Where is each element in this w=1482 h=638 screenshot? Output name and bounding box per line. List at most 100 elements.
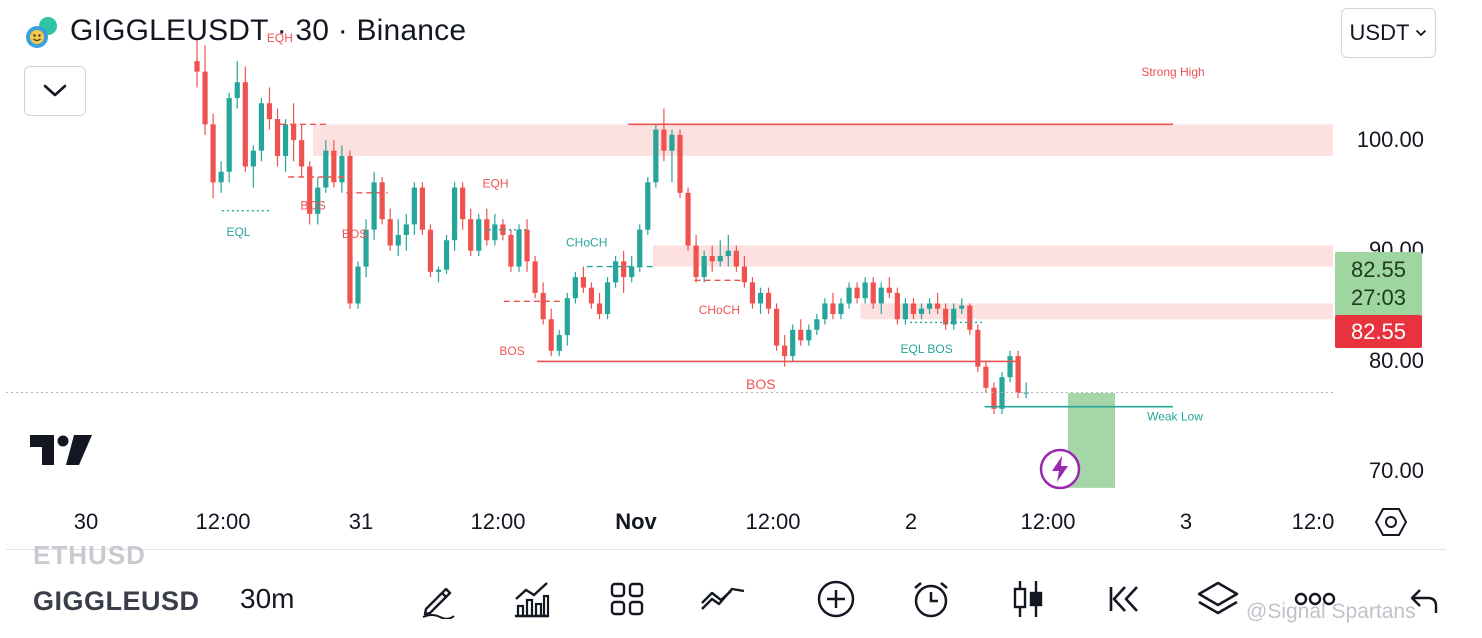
price-chart[interactable]: EQH EQL BOS BOS EQH BOS CHoCH CHoCH EQL BOS BOS St… <box>0 0 1482 550</box>
structure-label: Strong High <box>1141 65 1204 79</box>
back-button[interactable] <box>1400 575 1448 623</box>
candle-body <box>757 292 764 304</box>
candle-body <box>218 171 224 183</box>
candle <box>460 182 466 230</box>
collapse-toggle-button[interactable] <box>24 66 86 116</box>
more-button[interactable] <box>1291 575 1339 623</box>
candle <box>870 277 876 309</box>
candle <box>959 298 965 314</box>
candle <box>403 213 409 251</box>
candle-body <box>806 329 812 341</box>
candle <box>347 150 353 309</box>
candle-body <box>540 292 546 320</box>
layout-button[interactable] <box>603 575 651 623</box>
alert-button[interactable] <box>907 575 955 623</box>
chart-type-button[interactable] <box>1004 575 1052 623</box>
candle <box>926 298 933 314</box>
chevron-down-icon <box>43 84 67 97</box>
layers-button[interactable] <box>1194 575 1242 623</box>
add-icon <box>817 580 855 618</box>
candle-body <box>838 303 844 314</box>
candle-body <box>886 287 892 293</box>
candle-body <box>234 82 240 98</box>
currency-label: USDT <box>1349 20 1410 45</box>
candle-body <box>500 224 506 235</box>
candle-body <box>918 308 925 314</box>
candle <box>427 224 434 278</box>
currency-selector[interactable]: USDT <box>1341 8 1436 58</box>
candle-body <box>331 150 337 183</box>
time-tick-label: 12:00 <box>195 509 251 534</box>
candle-body <box>621 261 627 278</box>
previous-symbol[interactable]: ETHUSD <box>33 540 146 570</box>
candle <box>580 266 586 293</box>
candle-body <box>202 71 208 125</box>
alert-clock-icon <box>914 582 948 618</box>
candle <box>822 298 828 325</box>
structure-label: BOS <box>342 227 367 241</box>
candle-body <box>371 182 377 230</box>
candle <box>629 256 635 283</box>
candle-body <box>291 124 297 141</box>
candle-body <box>250 150 256 167</box>
candle-body <box>983 366 989 388</box>
chevron-down-icon <box>1416 29 1427 37</box>
candle <box>862 277 868 304</box>
candle <box>685 187 691 251</box>
candle <box>443 234 450 274</box>
chart-title[interactable]: GIGGLEUSDT · 30 · Binance <box>70 14 467 47</box>
candle <box>468 208 474 257</box>
symbol-selector[interactable]: GIGGLEUSD <box>33 586 200 616</box>
candle <box>572 271 578 304</box>
candle <box>234 61 240 109</box>
candle <box>1007 350 1013 383</box>
indicators-button[interactable] <box>507 575 555 623</box>
structure-label: BOS <box>499 344 524 358</box>
candle-body <box>798 329 804 341</box>
draw-button[interactable] <box>414 575 462 623</box>
candle <box>621 250 627 293</box>
layout-grid-icon <box>610 582 644 616</box>
replay-button[interactable] <box>1099 575 1147 623</box>
candle-body <box>476 219 482 251</box>
candle <box>532 256 538 299</box>
structure-label: EQL <box>226 225 250 239</box>
interval-selector[interactable]: 30m <box>240 583 295 614</box>
candle <box>790 324 796 362</box>
candle-body <box>645 182 651 230</box>
lightning-icon[interactable] <box>1038 447 1082 496</box>
candle <box>757 287 764 314</box>
candle <box>323 140 329 193</box>
candle <box>902 298 908 325</box>
coin-logo-icon <box>24 16 60 50</box>
candle-body <box>685 192 691 246</box>
candle-body <box>822 303 828 320</box>
candle-body <box>1015 356 1021 394</box>
more-icon <box>1294 592 1336 606</box>
add-button[interactable] <box>812 575 860 623</box>
time-tick-label: Nov <box>615 509 657 534</box>
candle <box>733 245 739 272</box>
candle-body <box>870 282 876 304</box>
structure-label: BOS <box>746 376 776 392</box>
candle-body <box>604 282 611 314</box>
candle <box>669 129 675 183</box>
candle-body <box>926 303 933 309</box>
current-price-value: 82.55 <box>1350 257 1407 282</box>
axis-settings-icon[interactable] <box>1374 505 1408 544</box>
candle-body <box>323 150 329 188</box>
candle <box>556 329 562 357</box>
candle-body <box>468 219 474 251</box>
patterns-button[interactable] <box>699 575 747 623</box>
candle <box>564 292 570 346</box>
candle-body <box>709 256 715 262</box>
candle-body <box>403 224 409 235</box>
candle-body <box>943 308 949 325</box>
candle <box>315 177 321 225</box>
candle <box>435 266 442 283</box>
structure-label: Weak Low <box>1147 409 1203 423</box>
time-tick-label: 12:00 <box>745 509 801 534</box>
current-price-badge: 82.55 27:03 <box>1335 252 1422 316</box>
candle <box>387 208 393 251</box>
candle-body <box>460 187 466 220</box>
